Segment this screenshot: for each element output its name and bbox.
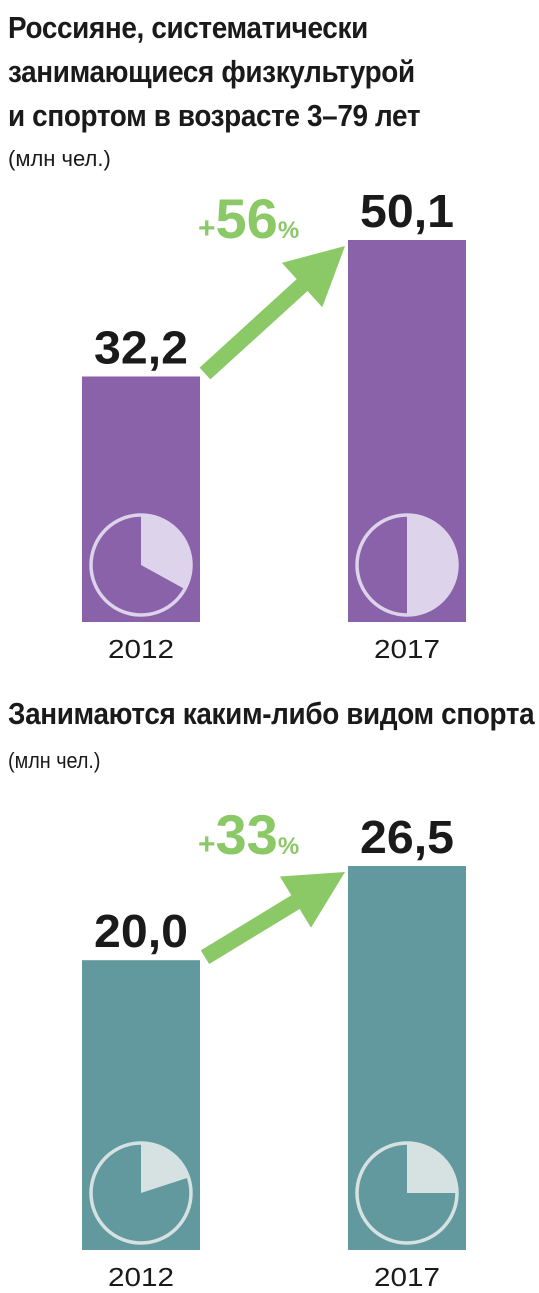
category-label-2012: 2012 bbox=[108, 1262, 174, 1290]
value-label-2012: 32,2 bbox=[94, 321, 188, 373]
chart-2-title-main: Занимаются каким-либо видом спорта bbox=[8, 696, 535, 731]
chart-1-title-line-3: и спортом в возрасте 3–79 лет bbox=[8, 98, 421, 133]
change-label: +56% bbox=[198, 187, 299, 250]
change-number: 33 bbox=[216, 803, 278, 866]
clock-sector bbox=[407, 515, 457, 615]
clock-icon bbox=[355, 513, 459, 617]
clock-sector bbox=[141, 1143, 189, 1193]
clock-rim bbox=[89, 513, 193, 617]
bar-2012 bbox=[82, 960, 200, 1250]
change-label: +33% bbox=[198, 803, 299, 866]
clock-rim bbox=[355, 513, 459, 617]
category-label-2017: 2017 bbox=[374, 634, 440, 664]
growth-arrow-icon bbox=[199, 246, 345, 380]
category-label-2017: 2017 bbox=[374, 1262, 440, 1290]
chart-2-unit: (млн чел.) bbox=[8, 748, 101, 773]
value-label-2017: 26,5 bbox=[360, 811, 454, 863]
chart-1-unit: (млн чел.) bbox=[8, 146, 111, 171]
change-number: 56 bbox=[216, 187, 278, 250]
value-label-2017: 50,1 bbox=[360, 185, 454, 237]
chart-2-title: Занимаются каким-либо видом спорта (млн … bbox=[8, 692, 535, 783]
value-label-2012: 20,0 bbox=[94, 905, 188, 957]
category-label-2012: 2012 bbox=[108, 634, 174, 664]
chart-1: 32,2 2012 50,1 2017 +56% bbox=[82, 185, 466, 664]
chart-2: 20,0 2012 26,5 2017 +33% bbox=[82, 803, 466, 1290]
chart-1-title-line-2: занимающиеся физкультурой bbox=[8, 54, 415, 89]
growth-arrow-icon bbox=[200, 872, 345, 964]
clock-icon bbox=[89, 1141, 193, 1245]
clock-sector bbox=[407, 1143, 457, 1193]
change-sign: + bbox=[198, 212, 216, 245]
clock-icon bbox=[89, 513, 193, 617]
clock-icon bbox=[355, 1141, 459, 1245]
change-unit: % bbox=[278, 217, 299, 244]
change-sign: + bbox=[198, 828, 216, 861]
chart-1-title-line-1: Россияне, систематически bbox=[8, 10, 368, 45]
chart-1-title: Россияне, систематически занимающиеся фи… bbox=[8, 6, 535, 138]
change-unit: % bbox=[278, 833, 299, 860]
clock-rim bbox=[355, 1141, 459, 1245]
clock-rim bbox=[89, 1141, 193, 1245]
